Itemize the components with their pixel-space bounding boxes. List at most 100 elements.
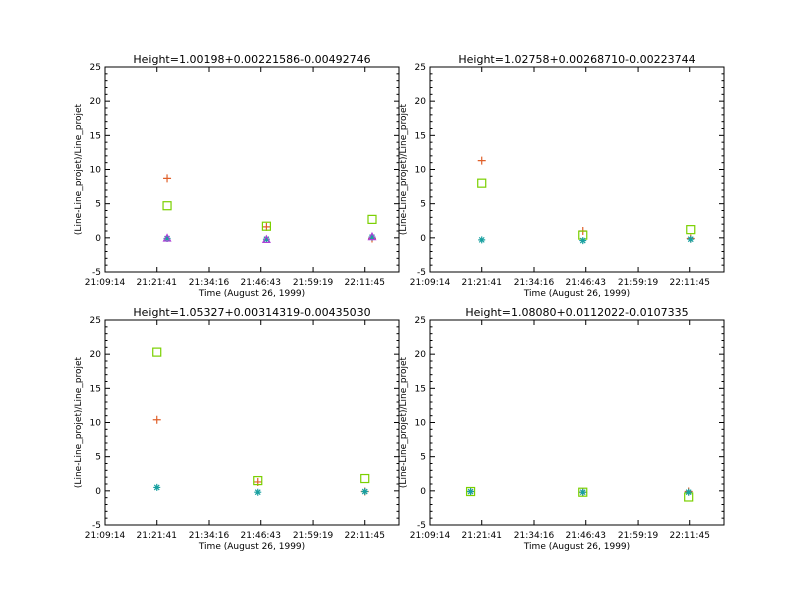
x-tick-label: 21:59:19 xyxy=(618,278,659,288)
x-axis-label: Time (August 26, 1999) xyxy=(523,542,630,552)
x-tick-label: 21:46:43 xyxy=(566,531,606,541)
y-tick-label: 10 xyxy=(415,166,427,176)
star-marker xyxy=(467,488,475,496)
square-marker xyxy=(152,347,162,357)
x-axis-label: Time (August 26, 1999) xyxy=(198,289,305,299)
y-tick-label: 15 xyxy=(90,131,101,141)
y-tick-label: 0 xyxy=(95,487,101,497)
y-tick-label: 10 xyxy=(415,419,427,429)
y-tick-label: 0 xyxy=(420,234,426,244)
chart-panel-1: -5 0 5 10 15 20 25 21:09:14 21:21:41 21:34:16 21:4… xyxy=(74,53,400,299)
square-marker xyxy=(162,201,172,211)
x-tick-label: 21:46:43 xyxy=(566,278,606,288)
triangle-marker xyxy=(367,231,377,241)
y-tick-label: 10 xyxy=(90,419,102,429)
plus-marker xyxy=(163,174,172,183)
y-axis-label: (Line-Line_projet)/Line_projet xyxy=(399,356,409,488)
x-tick-label: 21:59:19 xyxy=(293,278,334,288)
x-axis-label: Time (August 26, 1999) xyxy=(523,289,630,299)
chart-title: Height=1.08080+0.0112022-0.0107335 xyxy=(465,306,688,319)
x-tick-label: 21:59:19 xyxy=(293,531,334,541)
square-marker xyxy=(253,475,263,486)
y-tick-label: 25 xyxy=(415,316,426,326)
y-tick-label: -5 xyxy=(92,268,101,278)
x-tick-label: 21:34:16 xyxy=(514,278,555,288)
chart-title: Height=1.02758+0.00268710-0.00223744 xyxy=(458,53,695,66)
square-marker xyxy=(477,178,487,188)
y-tick-label: 0 xyxy=(95,234,101,244)
star-marker xyxy=(478,236,486,244)
x-tick-label: 21:09:14 xyxy=(410,531,451,541)
x-tick-label: 21:09:14 xyxy=(85,531,126,541)
x-tick-label: 22:11:45 xyxy=(345,278,385,288)
y-tick-label: 20 xyxy=(415,97,427,107)
square-marker xyxy=(367,214,377,224)
y-tick-label: 20 xyxy=(90,97,102,107)
y-tick-label: 5 xyxy=(95,200,101,210)
chart-title: Height=1.05327+0.00314319-0.00435030 xyxy=(133,306,370,319)
y-tick-label: 15 xyxy=(415,131,426,141)
chart-title: Height=1.00198+0.00221586-0.00492746 xyxy=(133,53,370,66)
square-marker xyxy=(465,486,476,497)
square-marker xyxy=(686,225,696,235)
y-tick-label: 15 xyxy=(90,384,101,394)
x-tick-label: 21:09:14 xyxy=(410,278,451,288)
x-tick-label: 21:46:43 xyxy=(241,278,281,288)
star-marker xyxy=(153,483,161,491)
x-tick-label: 21:59:19 xyxy=(618,531,659,541)
x-tick-label: 21:21:41 xyxy=(137,278,177,288)
x-tick-label: 21:21:41 xyxy=(462,531,502,541)
square-marker xyxy=(360,473,370,484)
chart-panel-4: -5 0 5 10 15 20 25 21:09:14 21:21:41 21:34:16 21:4… xyxy=(399,306,725,552)
star-marker xyxy=(163,235,171,243)
plus-marker xyxy=(152,415,161,424)
x-tick-label: 21:09:14 xyxy=(85,278,126,288)
y-tick-label: -5 xyxy=(417,521,426,531)
triangle-marker xyxy=(162,233,172,242)
y-axis-label: (Line-Line_projet)/Line_projet xyxy=(399,103,409,235)
x-tick-label: 21:21:41 xyxy=(137,531,177,541)
plot-frame xyxy=(429,66,725,273)
star-marker xyxy=(254,488,262,496)
plot-frame xyxy=(104,319,400,526)
y-axis-label: (Line-Line_projet)/Line_projet xyxy=(74,356,84,488)
star-marker xyxy=(579,488,587,496)
x-tick-label: 21:46:43 xyxy=(241,531,281,541)
plus-marker xyxy=(477,156,486,165)
square-marker xyxy=(578,487,588,497)
x-tick-label: 22:11:45 xyxy=(345,531,385,541)
x-tick-label: 21:34:16 xyxy=(189,278,230,288)
y-tick-label: 20 xyxy=(415,350,427,360)
star-marker xyxy=(361,488,369,496)
plus-marker xyxy=(262,222,271,231)
y-tick-label: 0 xyxy=(420,487,426,497)
y-tick-label: 25 xyxy=(415,63,426,73)
y-tick-label: 5 xyxy=(420,200,426,210)
x-tick-label: 21:21:41 xyxy=(462,278,502,288)
y-tick-label: 5 xyxy=(95,453,101,463)
plot-frame xyxy=(104,66,400,273)
y-tick-label: 10 xyxy=(90,166,102,176)
x-tick-label: 21:34:16 xyxy=(189,531,230,541)
star-marker xyxy=(687,235,695,243)
star-marker xyxy=(368,233,376,241)
y-tick-label: 25 xyxy=(90,316,101,326)
y-axis-label: (Line-Line_projet)/Line_projet xyxy=(74,103,84,235)
y-tick-label: 20 xyxy=(90,350,102,360)
triangle-marker xyxy=(261,234,271,243)
star-marker xyxy=(262,235,270,243)
x-axis-label: Time (August 26, 1999) xyxy=(198,542,305,552)
y-tick-label: 15 xyxy=(415,384,426,394)
x-tick-label: 21:34:16 xyxy=(514,531,555,541)
y-tick-label: -5 xyxy=(417,268,426,278)
y-tick-label: -5 xyxy=(92,521,101,531)
chart-panel-3: -5 0 5 10 15 20 25 21:09:14 21:21:41 21:34:16 21:4… xyxy=(74,306,400,552)
star-marker xyxy=(685,488,693,496)
x-tick-label: 22:11:45 xyxy=(670,278,710,288)
square-marker xyxy=(261,221,272,231)
y-tick-label: 5 xyxy=(420,453,426,463)
y-tick-label: 25 xyxy=(90,63,101,73)
chart-panel-2: -5 0 5 10 15 20 25 21:09:14 21:21:41 21:34:16 21:4… xyxy=(399,53,725,299)
star-marker xyxy=(579,237,587,245)
